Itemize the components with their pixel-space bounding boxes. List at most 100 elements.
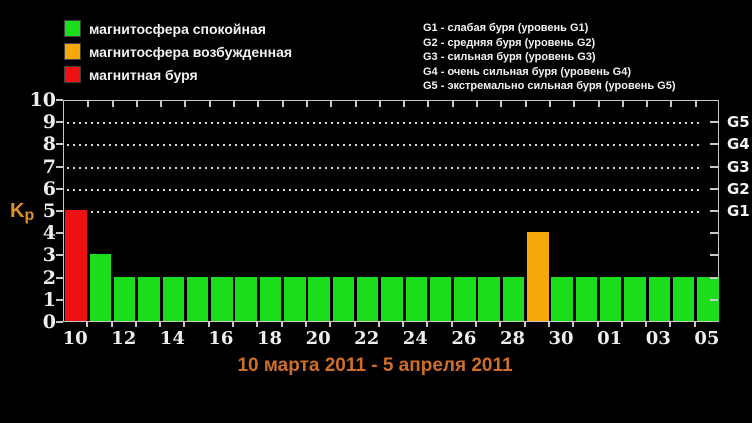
y-axis-label-10: 10 [29,89,56,111]
legend-item-label: магнитосфера спокойная [89,20,266,37]
legend-item-quiet: магнитосфера спокойная [64,17,292,40]
x-tick-top [281,101,284,107]
legend-item-label: магнитосфера возбужденная [89,43,293,60]
chart-title: 10 марта 2011 - 5 апреля 2011 [237,355,513,376]
x-axis-label-03: 03 [645,328,671,349]
gridline-kp-7 [67,166,703,169]
bar-day-20 [308,276,330,321]
legend-item-excited: магнитосфера возбужденная [64,40,293,63]
x-tick-top [573,101,576,107]
x-tick-top [208,101,211,107]
x-tick-bottom [110,322,113,327]
x-tick-bottom [596,322,599,327]
legend-swatch-storm [64,66,81,83]
y-tick-left [56,254,63,257]
y-tick-left [56,165,63,168]
x-tick-top [403,101,406,107]
storm-scale-line-2: G2 - средняя буря (уровень G2) [423,36,596,49]
y-tick-right [710,276,718,279]
y-tick-right [710,254,718,257]
bar-day-24 [405,276,428,321]
x-tick-top [427,101,430,107]
y-axis-label-1: 1 [42,288,56,311]
y-tick-left [56,321,63,323]
x-tick-bottom [475,322,478,327]
x-tick-bottom [183,322,186,327]
x-tick-top [135,101,138,107]
x-axis-label-28: 28 [499,328,525,349]
legend: магнитосфера спокойная магнитосфера возбу… [64,17,293,86]
right-axis-label-g3: G3 [727,157,750,176]
x-tick-top [257,101,260,107]
bar-day-19 [284,276,306,321]
bar-day-25 [429,276,452,321]
y-tick-right [710,121,718,124]
x-tick-top [670,101,673,107]
x-axis-label-18: 18 [256,328,283,349]
bar-day-10 [65,210,87,321]
gridline-kp-8 [67,144,703,147]
y-axis-label-6: 6 [42,177,56,200]
y-tick-left [56,99,63,101]
y-tick-right [710,298,718,301]
bar-day-16 [211,276,233,321]
bar-day-14 [162,276,185,321]
bar-day-31 [575,276,598,321]
y-tick-right [710,165,718,168]
x-tick-bottom [572,322,575,327]
x-axis-label-10: 10 [62,328,88,349]
bar-day-01 [599,276,622,321]
plot-area [63,100,719,322]
y-tick-right [710,187,718,190]
x-tick-top [305,101,308,107]
x-tick-top [354,101,357,107]
x-tick-bottom [450,322,453,327]
x-tick-bottom [402,322,405,327]
bar-day-27 [478,276,500,321]
bar-day-11 [89,254,112,321]
gridline-kp-6 [67,188,703,191]
x-tick-bottom [256,322,259,327]
x-axis-label-22: 22 [354,328,380,349]
y-tick-left [56,232,63,235]
y-axis-label-3: 3 [42,244,56,267]
x-tick-top [548,101,551,107]
x-tick-bottom [280,322,283,327]
x-axis-label-24: 24 [402,328,428,349]
right-axis-label-g2: G2 [727,179,750,198]
x-tick-bottom [645,322,648,327]
bar-day-03 [648,276,670,321]
bar-day-29 [527,232,549,321]
gridline-kp-9 [67,122,703,125]
right-axis-label-g1: G1 [727,202,750,220]
kp-axis-label: Kp [10,200,35,224]
legend-swatch-excited [64,43,81,60]
right-axis-label-g4: G4 [727,135,750,154]
x-tick-top [476,101,479,107]
x-tick-bottom [329,322,332,327]
y-tick-right [710,143,718,146]
y-tick-left [56,187,63,190]
x-axis-label-16: 16 [208,328,234,349]
x-tick-top [378,101,381,107]
x-tick-top [597,101,600,107]
y-tick-left [56,298,63,301]
x-tick-bottom [523,322,526,327]
bar-day-26 [454,276,476,321]
x-tick-top [694,101,697,107]
x-tick-bottom [377,322,380,327]
x-tick-top [87,101,90,107]
x-tick-bottom [304,322,307,327]
x-axis-label-01: 01 [597,328,623,349]
y-axis-label-9: 9 [42,111,56,134]
x-axis-label-12: 12 [111,328,137,349]
x-axis-label-05: 05 [694,328,720,349]
y-tick-left [56,210,63,212]
x-tick-bottom [669,322,672,327]
x-tick-bottom [232,322,235,327]
x-tick-top [524,101,527,107]
storm-scale-line-3: G3 - сильная буря (уровень G3) [423,51,596,63]
legend-item-label: магнитная буря [89,66,198,83]
x-axis-label-26: 26 [451,328,477,349]
